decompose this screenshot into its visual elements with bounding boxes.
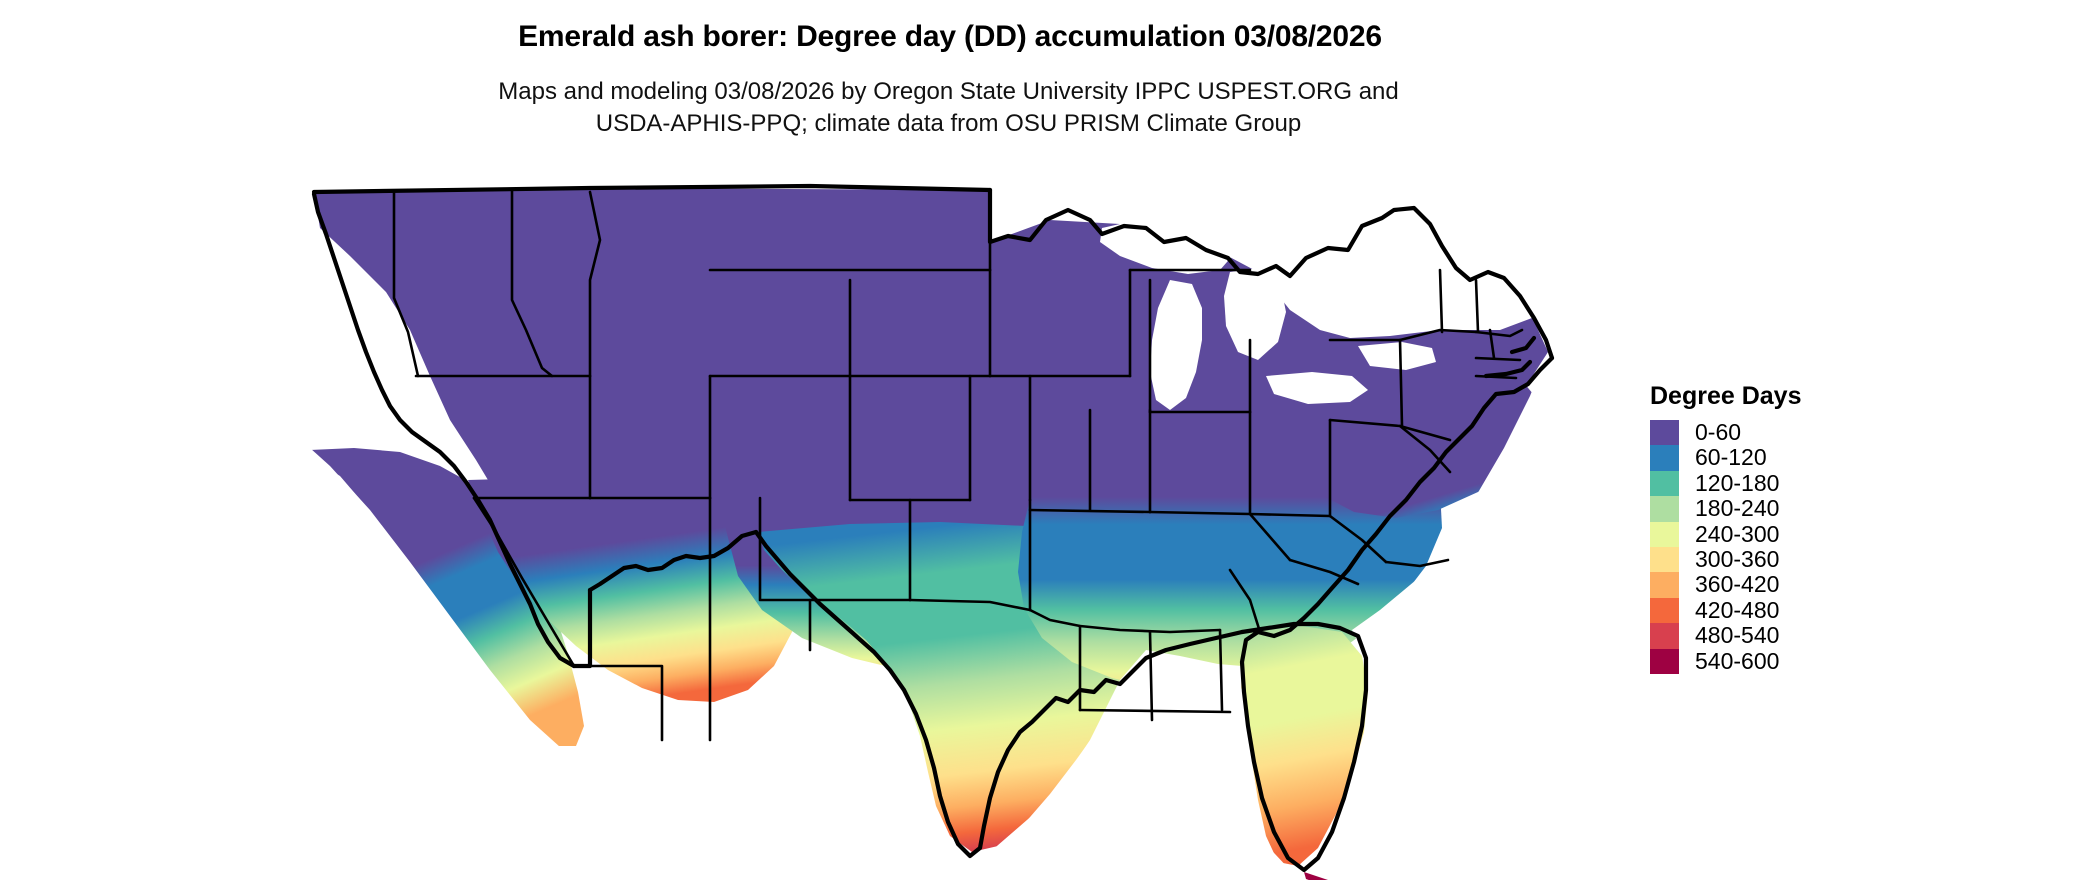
legend-swatch <box>1650 470 1679 497</box>
page-title: Emerald ash borer: Degree day (DD) accum… <box>518 20 1382 53</box>
legend-label: 180-240 <box>1695 495 1780 522</box>
fill-southwest <box>468 478 802 702</box>
gulf-mask <box>990 650 1290 880</box>
legend-swatch <box>1650 546 1679 573</box>
legend-swatch <box>1650 597 1679 624</box>
legend-label: 60-120 <box>1695 444 1767 471</box>
legend-swatch <box>1650 496 1679 522</box>
great-lakes-layer <box>290 192 1620 880</box>
legend-label: 480-540 <box>1695 622 1780 649</box>
national-boundary <box>311 183 1555 873</box>
legend-label: 240-300 <box>1695 520 1780 547</box>
legend-row: 420-480 <box>1650 596 1950 624</box>
lake-ontario <box>1358 342 1436 370</box>
legend-label: 0-60 <box>1695 419 1742 445</box>
legend-row: 120-180 <box>1650 469 1950 497</box>
legend-row: 60-120 <box>1650 444 1950 471</box>
legend-label: 420-480 <box>1695 596 1780 623</box>
legend-swatch <box>1650 445 1679 471</box>
state-boundaries <box>392 188 1524 742</box>
florida-keys <box>1304 872 1328 880</box>
legend-row: 360-420 <box>1650 571 1950 598</box>
legend-label: 360-420 <box>1695 571 1780 598</box>
atlantic-mask-ne <box>1352 350 1620 880</box>
legend-swatch <box>1650 420 1679 446</box>
legend-swatch <box>1650 648 1679 674</box>
lake-huron <box>1224 268 1286 360</box>
legend-swatch <box>1650 521 1679 547</box>
legend-swatch <box>1650 572 1679 598</box>
subtitle-block: Maps and modeling 03/08/2026 by Oregon S… <box>0 76 1897 140</box>
legend-swatch <box>1650 623 1679 649</box>
pacific-mask <box>290 430 590 880</box>
map-legend: Degree Days 0-60 60-120 120-180 180-240 240-… <box>1650 382 1950 674</box>
legend-label: 300-360 <box>1695 545 1780 572</box>
choropleth-map <box>290 180 1620 880</box>
subtitle-line-1: Maps and modeling 03/08/2026 by Oregon S… <box>498 78 1399 105</box>
legend-label: 540-600 <box>1695 647 1780 674</box>
fill-florida <box>1242 626 1368 866</box>
legend-row: 240-300 <box>1650 520 1950 547</box>
legend-row: 540-600 <box>1650 647 1950 674</box>
lake-michigan <box>1150 280 1202 410</box>
title-block: Emerald ash borer: Degree day (DD) accum… <box>0 18 1900 56</box>
legend-row: 300-360 <box>1650 545 1950 573</box>
subtitle-line-2: USDA-APHIS-PPQ; climate data from OSU PR… <box>595 110 1302 137</box>
lake-erie <box>1266 372 1368 404</box>
legend-row: 0-60 <box>1650 419 1950 446</box>
legend-row: 180-240 <box>1650 495 1950 522</box>
us-degree-day-raster <box>290 183 1620 880</box>
legend-row: 480-540 <box>1650 622 1950 649</box>
lake-superior <box>1100 220 1234 274</box>
legend-title: Degree Days <box>1650 382 1802 410</box>
legend-label: 120-180 <box>1695 469 1780 496</box>
legend-rows: 0-60 60-120 120-180 180-240 240-300 300-360 36… <box>1650 419 1950 674</box>
canada-mask <box>1234 192 1580 338</box>
